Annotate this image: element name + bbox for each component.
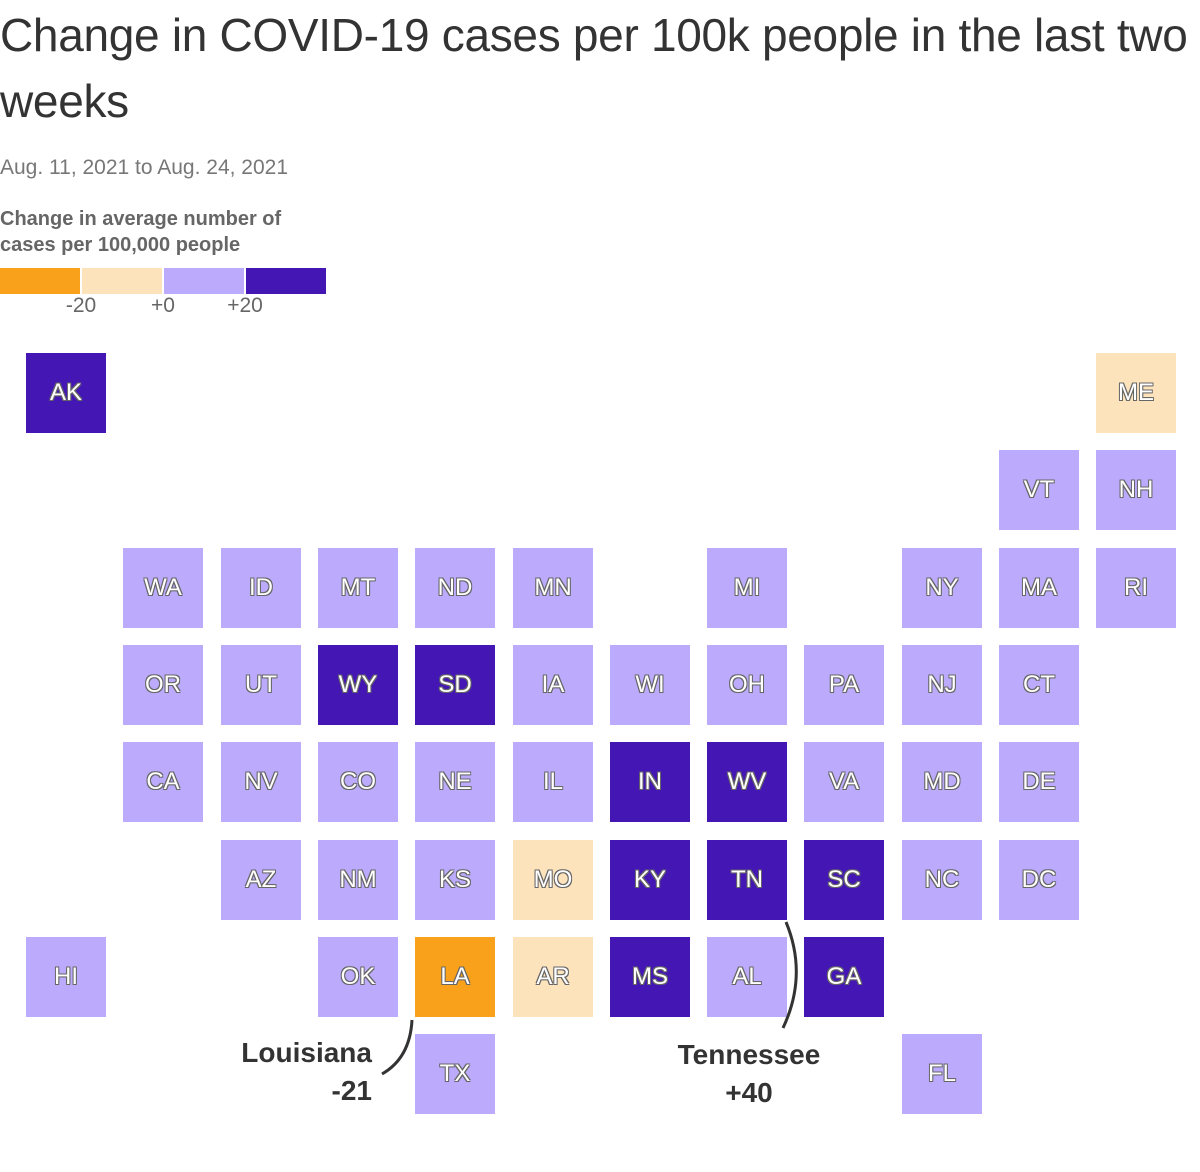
state-tile-oh: OH (707, 645, 787, 725)
state-tile-sc: SC (804, 840, 884, 920)
state-tile-nc: NC (902, 840, 982, 920)
state-tile-pa: PA (804, 645, 884, 725)
state-tile-wa: WA (123, 548, 203, 628)
state-tile-ar: AR (513, 937, 593, 1017)
state-tile-ca: CA (123, 742, 203, 822)
state-tile-tx: TX (415, 1034, 495, 1114)
louisiana-annotation: Louisiana -21 (220, 1034, 372, 1110)
state-tile-la: LA (415, 937, 495, 1017)
state-tile-il: IL (513, 742, 593, 822)
state-tile-ok: OK (318, 937, 398, 1017)
louisiana-annotation-name: Louisiana (241, 1037, 372, 1068)
state-tile-me: ME (1096, 353, 1176, 433)
state-tile-nv: NV (221, 742, 301, 822)
state-tile-mn: MN (513, 548, 593, 628)
legend-title: Change in average number of cases per 10… (0, 208, 282, 256)
chart-subtitle: Aug. 11, 2021 to Aug. 24, 2021 (0, 156, 289, 179)
state-tile-co: CO (318, 742, 398, 822)
state-tile-ms: MS (610, 937, 690, 1017)
state-tile-md: MD (902, 742, 982, 822)
state-tile-mt: MT (318, 548, 398, 628)
state-tile-ky: KY (610, 840, 690, 920)
state-tile-ne: NE (415, 742, 495, 822)
state-tile-in: IN (610, 742, 690, 822)
legend-swatch-bin-0 (0, 268, 80, 294)
tennessee-annotation-value: +40 (725, 1077, 773, 1108)
louisiana-annotation-value: -21 (331, 1075, 372, 1106)
state-tile-ak: AK (26, 353, 106, 433)
state-tile-sd: SD (415, 645, 495, 725)
state-tile-mo: MO (513, 840, 593, 920)
state-tile-al: AL (707, 937, 787, 1017)
state-tile-az: AZ (221, 840, 301, 920)
state-tile-vt: VT (999, 450, 1079, 530)
chart-title: Change in COVID-19 cases per 100k people… (0, 9, 1188, 127)
legend-color-bar (0, 268, 328, 294)
state-tile-wv: WV (707, 742, 787, 822)
state-tile-ct: CT (999, 645, 1079, 725)
state-tile-ri: RI (1096, 548, 1176, 628)
legend-tick-plus-20: +20 (227, 294, 263, 317)
state-tile-de: DE (999, 742, 1079, 822)
state-tile-mi: MI (707, 548, 787, 628)
state-tile-wy: WY (318, 645, 398, 725)
legend-tick-zero: +0 (151, 294, 175, 317)
tennessee-annotation-name: Tennessee (677, 1039, 821, 1070)
state-tile-or: OR (123, 645, 203, 725)
state-tile-ia: IA (513, 645, 593, 725)
state-tile-ma: MA (999, 548, 1079, 628)
tennessee-annotation: Tennessee +40 (660, 1036, 838, 1112)
state-tile-nh: NH (1096, 450, 1176, 530)
state-tile-nj: NJ (902, 645, 982, 725)
state-tile-tn: TN (707, 840, 787, 920)
state-tile-nd: ND (415, 548, 495, 628)
state-tile-wi: WI (610, 645, 690, 725)
state-tile-id: ID (221, 548, 301, 628)
legend-tick-minus-20: -20 (65, 294, 97, 317)
state-tile-hi: HI (26, 937, 106, 1017)
state-tile-ga: GA (804, 937, 884, 1017)
legend-swatch-bin-3 (246, 268, 326, 294)
state-tile-fl: FL (902, 1034, 982, 1114)
legend-swatch-bin-2 (164, 268, 244, 294)
state-tile-ks: KS (415, 840, 495, 920)
state-tile-va: VA (804, 742, 884, 822)
state-tile-nm: NM (318, 840, 398, 920)
state-tile-dc: DC (999, 840, 1079, 920)
state-tile-ut: UT (221, 645, 301, 725)
legend-swatch-bin-1 (82, 268, 162, 294)
state-tile-ny: NY (902, 548, 982, 628)
